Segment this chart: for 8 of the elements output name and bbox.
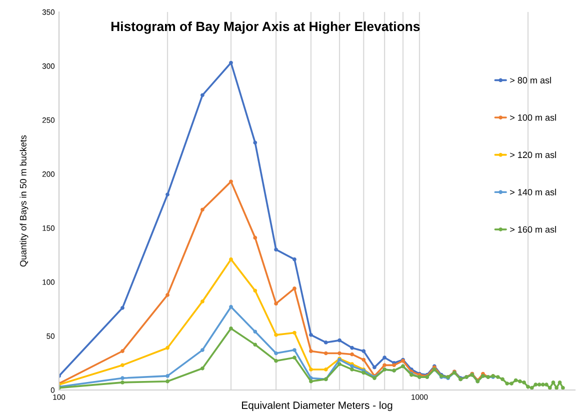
legend-label: > 100 m asl: [510, 114, 556, 121]
text: Histogram of Bay Major Axis at Higher Elevations: [111, 21, 420, 34]
legend-label: > 140 m asl: [510, 188, 556, 196]
x-axis-title: Equivalent Diameter Meters - log: [242, 401, 392, 411]
y-axis-title: Quantity of Bays in 50 m buckets: [20, 135, 28, 267]
legend-label: > 80 m asl: [510, 76, 551, 84]
legend-label: > 120 m asl: [510, 151, 556, 158]
legend-label: > 160 m asl: [510, 226, 556, 233]
